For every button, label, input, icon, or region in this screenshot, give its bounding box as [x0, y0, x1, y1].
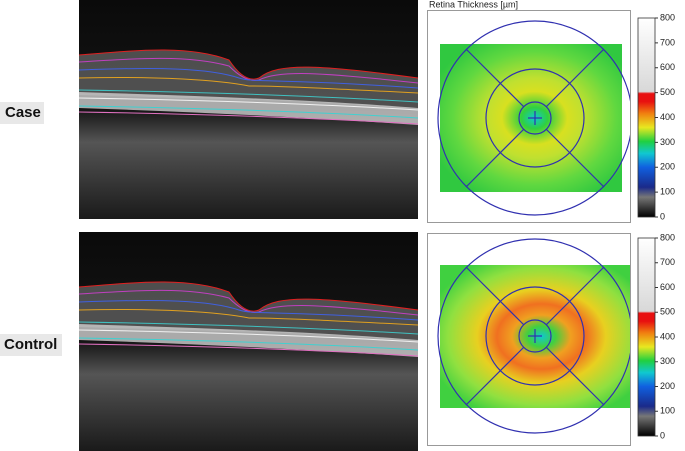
colorbar-tick-label: 600 [660, 282, 675, 292]
colorbar-tick-label: 100 [660, 187, 675, 197]
oct-scan [78, 0, 419, 220]
colorbar-tick-label: 0 [660, 430, 665, 440]
colorbar [637, 17, 656, 218]
map-title: Retina Thickness [µm] [429, 0, 518, 9]
colorbar-tick-label: 400 [660, 331, 675, 341]
colorbar-tick-label: 200 [660, 162, 675, 172]
colorbar-tick-label: 700 [660, 257, 675, 267]
label-box [0, 334, 62, 356]
colorbar-tick-label: 100 [660, 406, 675, 416]
thickness-map [437, 238, 630, 434]
colorbar-tick-label: 300 [660, 356, 675, 366]
colorbar-tick-label: 800 [660, 232, 675, 242]
colorbar-tick-label: 800 [660, 12, 675, 22]
thickness-map [437, 20, 630, 216]
colorbar-tick-label: 0 [660, 211, 665, 221]
colorbar-tick-label: 500 [660, 307, 675, 317]
colorbar-tick-label: 600 [660, 62, 675, 72]
row-label: Case [5, 104, 41, 121]
colorbar-tick-label: 500 [660, 87, 675, 97]
row-label: Control [4, 336, 57, 353]
colorbar-tick-label: 200 [660, 381, 675, 391]
colorbar-tick-label: 400 [660, 112, 675, 122]
label-box [0, 102, 44, 124]
oct-scan [78, 231, 419, 451]
colorbar-tick-label: 300 [660, 137, 675, 147]
colorbar [637, 237, 656, 437]
colorbar-tick-label: 700 [660, 37, 675, 47]
